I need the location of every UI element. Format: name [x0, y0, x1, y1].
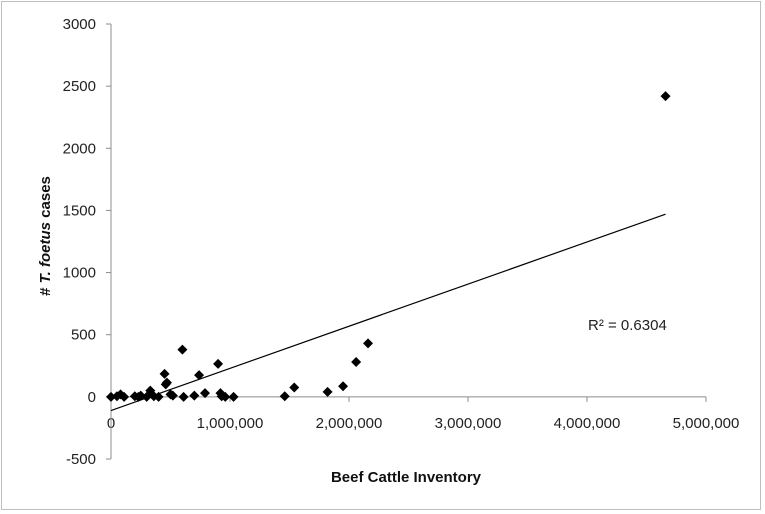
data-point [178, 391, 189, 402]
y-axis-title-suffix: cases [37, 176, 54, 222]
data-point [228, 391, 239, 402]
x-tick-label: 4,000,000 [554, 415, 621, 432]
x-axis-title: Beef Cattle Inventory [331, 469, 482, 486]
data-point [167, 390, 178, 401]
x-tick-label: 1,000,000 [197, 415, 264, 432]
trendline-layer [110, 213, 666, 412]
data-point [153, 391, 164, 402]
axes [106, 23, 707, 460]
data-point [220, 391, 231, 402]
x-tick-label: 3,000,000 [435, 415, 502, 432]
y-tick-label: 1500 [63, 202, 96, 219]
data-point [161, 377, 172, 388]
data-point [200, 388, 211, 399]
y-tick-label: 3000 [63, 16, 96, 33]
x-tick-label: 5,000,000 [673, 415, 740, 432]
y-tick-label: 1000 [63, 265, 96, 282]
data-point [213, 358, 224, 369]
data-point [660, 91, 671, 102]
data-point [177, 344, 188, 355]
y-axis-title: # T. foetus cases [37, 176, 54, 296]
y-tick-label: -500 [66, 451, 96, 468]
y-tick-label: 2500 [63, 78, 96, 95]
y-tick-label: 500 [71, 327, 96, 344]
data-point [363, 338, 374, 349]
y-tick-label: 2000 [63, 140, 96, 157]
data-point [338, 381, 349, 392]
data-points [106, 91, 671, 402]
r-squared-annotation: R² = 0.6304 [588, 317, 667, 334]
data-point [159, 368, 170, 379]
y-axis-title-italic: T. foetus [37, 222, 54, 283]
data-point [119, 391, 130, 402]
y-tick-label: 0 [88, 389, 96, 406]
data-point [351, 357, 362, 368]
x-tick-label: 2,000,000 [316, 415, 383, 432]
data-point [289, 382, 300, 393]
y-axis-title-prefix: # [37, 283, 54, 296]
data-point [189, 390, 200, 401]
data-point [106, 391, 116, 402]
data-point [279, 391, 290, 402]
data-point [322, 386, 333, 397]
linear-trendline [110, 213, 666, 412]
data-point [194, 370, 205, 381]
